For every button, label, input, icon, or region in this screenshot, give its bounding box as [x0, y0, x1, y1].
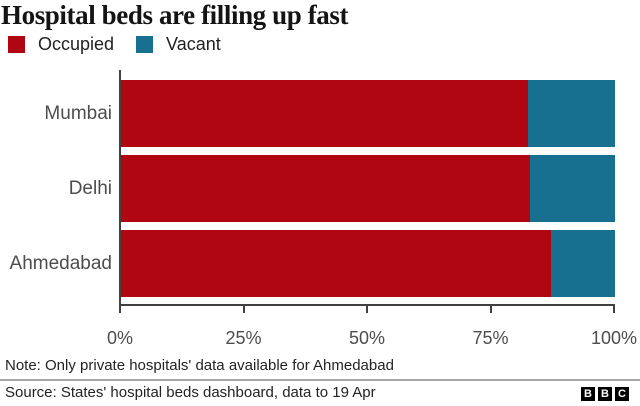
category-label-mumbai: Mumbai: [44, 102, 112, 124]
bar-row-delhi: [121, 155, 615, 222]
source-text: Source: States' hospital beds dashboard,…: [5, 384, 376, 401]
category-axis: Mumbai Delhi Ahmedabad: [0, 0, 112, 306]
x-axis-tick-label: 75%: [472, 328, 509, 348]
bbc-logo-letter: B: [598, 387, 612, 401]
legend-item-occupied: Occupied: [8, 35, 114, 53]
x-axis-tick: [613, 306, 615, 313]
x-axis-tick: [119, 306, 121, 313]
category-label-ahmedabad: Ahmedabad: [9, 252, 112, 274]
plot-area: [119, 70, 615, 306]
legend-label: Occupied: [38, 34, 115, 54]
x-axis-line: [119, 304, 615, 306]
x-axis-tick-labels: 0% 25% 50% 75% 100%: [107, 328, 637, 348]
bar-row-ahmedabad: [121, 230, 615, 297]
x-axis-tick: [366, 306, 368, 313]
legend-swatch-occupied: [8, 35, 25, 53]
legend-item-vacant: Vacant: [136, 35, 221, 53]
bar-segment-vacant: [527, 80, 615, 147]
bar-segment-vacant: [550, 230, 615, 297]
x-axis-tick-label: 100%: [590, 328, 638, 348]
legend-swatch-vacant: [136, 35, 154, 53]
note-text: Note: Only private hospitals' data avail…: [5, 357, 394, 374]
bar-row-mumbai: [121, 80, 615, 147]
x-axis-tick-label: 50%: [348, 328, 386, 348]
x-axis-tick: [489, 306, 492, 313]
bar-segment-occupied: [121, 230, 551, 297]
x-axis-tick-label: 0%: [106, 328, 134, 348]
bar-segment-occupied: [121, 80, 528, 147]
footer-divider: [0, 379, 640, 381]
bar-segment-occupied: [121, 155, 531, 222]
legend-label: Vacant: [166, 34, 221, 54]
chart-title: Hospital beds are filling up fast: [1, 0, 349, 30]
legend: Occupied Vacant: [8, 35, 243, 53]
x-axis-tick-label: 25%: [225, 328, 262, 348]
category-label-delhi: Delhi: [68, 177, 112, 199]
bbc-logo-letter: C: [615, 387, 629, 401]
bar-segment-vacant: [530, 155, 615, 222]
x-axis-tick: [242, 306, 245, 313]
bbc-logo-letter: B: [581, 387, 595, 401]
x-axis-ticks: [119, 306, 615, 314]
